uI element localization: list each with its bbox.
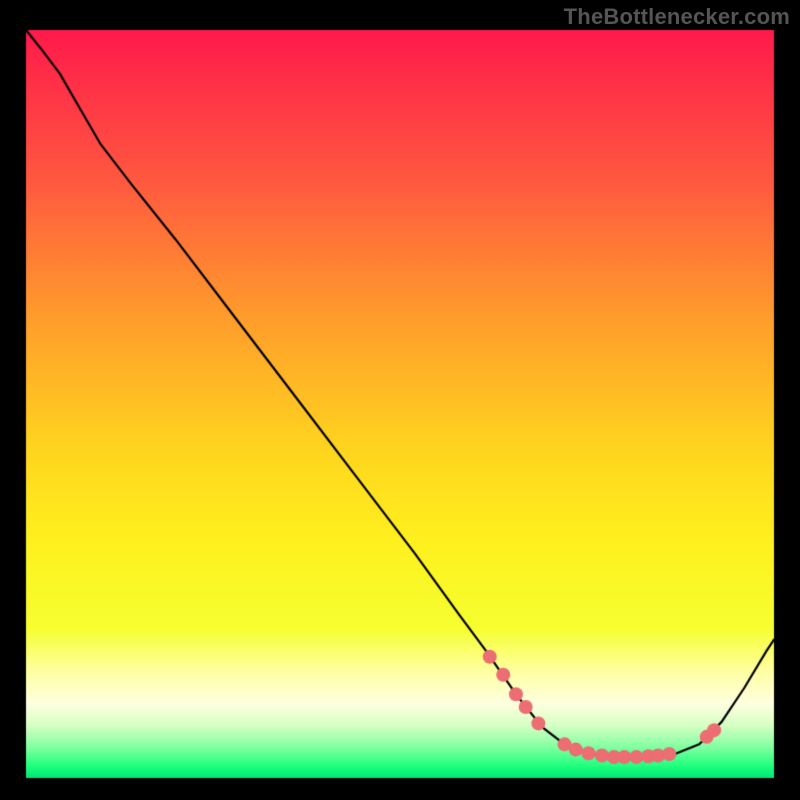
watermark-text: TheBottlenecker.com (564, 4, 790, 30)
chart-stage: TheBottlenecker.com (0, 0, 800, 800)
bottleneck-curve-chart (0, 0, 800, 800)
